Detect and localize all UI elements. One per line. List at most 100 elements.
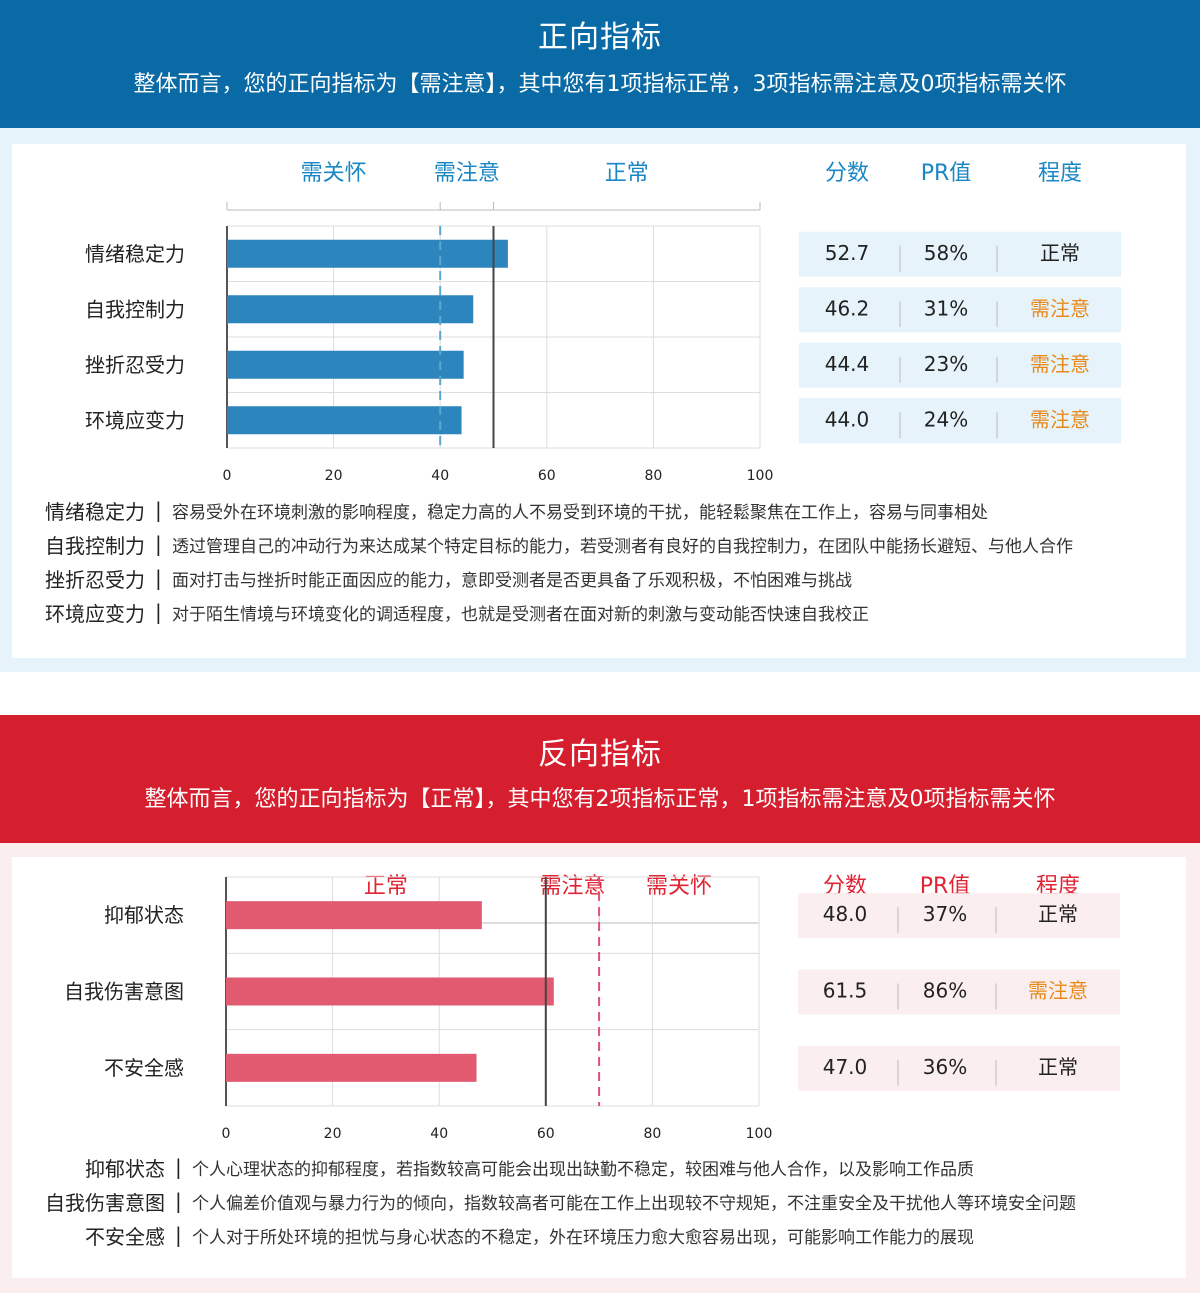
positive-pr-value: 58% bbox=[924, 241, 968, 265]
positive-score: 44.4 bbox=[825, 352, 870, 376]
positive-description-separator: | bbox=[155, 498, 162, 522]
negative-panel: 正常 需注意 需关怀 0 20 40 60 80 100 抑郁状态 自我伤害意图 不安全感 分数 PR值程… bbox=[12, 857, 1186, 1278]
negative-table-row bbox=[798, 969, 1120, 1015]
negative-category-label: 不安全感 bbox=[104, 1056, 184, 1080]
negative-tick-label: 40 bbox=[430, 1126, 448, 1142]
positive-description-name: 环境应变力 bbox=[45, 602, 145, 626]
positive-chart: 需关怀 需注意 正常0 20 40 60 80 100情绪稳定力自我控制力挫折忍受力环境应变力… bbox=[85, 161, 1121, 484]
positive-description-text: 容易受外在环境刺激的影响程度，稳定力高的人不易受到环境的干扰，能轻鬆聚焦在工作上… bbox=[172, 503, 988, 523]
positive-description-text: 对于陌生情境与环境变化的调适程度，也就是受测者在面对新的刺激与变动能否快速自我校… bbox=[172, 605, 869, 625]
positive-score: 46.2 bbox=[825, 296, 870, 320]
negative-description-text: 个人心理状态的抑郁程度，若指数较高可能会出现出缺勤不稳定，较困难与他人合作，以及… bbox=[192, 1160, 974, 1180]
negative-description-name: 不安全感 bbox=[85, 1225, 165, 1249]
negative-description-row: 不安全感 | 个人对于所处环境的担忧与身心状态的不稳定，外在环境压力愈大愈容易出现，… bbox=[12, 1221, 1186, 1251]
negative-table-row bbox=[798, 1045, 1120, 1091]
negative-score: 61.5 bbox=[823, 979, 868, 1003]
positive-pr-value: 23% bbox=[924, 352, 968, 376]
negative-bar bbox=[226, 977, 554, 1006]
positive-tick-label: 40 bbox=[431, 468, 449, 484]
negative-description-separator: | bbox=[175, 1189, 182, 1213]
positive-table-row bbox=[799, 231, 1121, 277]
negative-tick-label: 100 bbox=[746, 1126, 773, 1142]
negative-category-label: 自我伤害意图 bbox=[64, 980, 184, 1004]
positive-description-text: 透过管理自己的冲动行为来达成某个特定目标的能力，若受测者有良好的自我控制力，在团… bbox=[172, 537, 1073, 557]
positive-table-row bbox=[799, 342, 1121, 388]
positive-description-name: 自我控制力 bbox=[45, 534, 145, 558]
positive-table-row bbox=[799, 398, 1121, 444]
negative-level: 正常 bbox=[1038, 1055, 1078, 1079]
negative-header: 反向指标 整体而言，您的正向指标为【正常】，其中您有2项指标正常，1项指标需注意… bbox=[0, 715, 1200, 843]
negative-tick-label: 20 bbox=[324, 1126, 342, 1142]
positive-category-label: 环境应变力 bbox=[85, 408, 185, 432]
negative-pr-value: 37% bbox=[923, 902, 967, 926]
positive-level: 需注意 bbox=[1030, 407, 1090, 431]
positive-bar bbox=[227, 239, 508, 268]
positive-description-separator: | bbox=[155, 600, 162, 624]
positive-summary: 整体而言，您的正向指标为【需注意】，其中您有1项指标正常，3项指标需注意及0项指… bbox=[133, 72, 1067, 97]
negative-score: 48.0 bbox=[823, 902, 868, 926]
negative-level: 正常 bbox=[1038, 902, 1078, 926]
positive-description-row: 情绪稳定力 | 容易受外在环境刺激的影响程度，稳定力高的人不易受到环境的干扰，能轻鬆… bbox=[12, 496, 1186, 526]
negative-level: 需注意 bbox=[1028, 979, 1088, 1003]
negative-description-text: 个人偏差价值观与暴力行为的倾向，指数较高者可能在工作上出现较不守规矩，不注重安全… bbox=[192, 1194, 1076, 1214]
positive-zone-label: 正常 bbox=[605, 161, 649, 186]
positive-category-label: 挫折忍受力 bbox=[85, 353, 185, 377]
negative-zone-label: 需注意 bbox=[539, 874, 605, 899]
positive-category-label: 情绪稳定力 bbox=[85, 242, 185, 266]
positive-description-separator: | bbox=[155, 532, 162, 556]
positive-description-row: 自我控制力 | 透过管理自己的冲动行为来达成某个特定目标的能力，若受测者有良好的自我… bbox=[12, 530, 1186, 560]
positive-table-header: 程度 bbox=[1038, 161, 1082, 186]
negative-description-row: 自我伤害意图 | 个人偏差价值观与暴力行为的倾向，指数较高者可能在工作上出现较不守规… bbox=[12, 1187, 1186, 1217]
negative-chart: 正常 需注意 需关怀0 20 40 60 80 100抑郁状态自我伤害意图不安全感分数 PR值程… bbox=[64, 874, 1120, 1142]
negative-tick-label: 80 bbox=[643, 1126, 661, 1142]
positive-level: 正常 bbox=[1040, 241, 1080, 265]
positive-level: 需注意 bbox=[1030, 352, 1090, 376]
positive-description-separator: | bbox=[155, 566, 162, 590]
positive-pr-value: 24% bbox=[924, 407, 968, 431]
positive-section: 正向指标 整体而言，您的正向指标为【需注意】，其中您有1项指标正常，3项指标需注… bbox=[0, 0, 1200, 672]
positive-description-row: 挫折忍受力 | 面对打击与挫折时能正面因应的能力，意即受测者是否更具备了乐观积极，不… bbox=[12, 564, 1186, 594]
positive-tick-label: 0 bbox=[223, 468, 232, 484]
negative-description-row: 抑郁状态 | 个人心理状态的抑郁程度，若指数较高可能会出现出缺勤不稳定，较困难与他人… bbox=[12, 1153, 1186, 1183]
negative-bar bbox=[226, 901, 482, 930]
positive-zone-label: 需关怀 bbox=[301, 161, 367, 186]
negative-tick-label: 0 bbox=[222, 1126, 231, 1142]
positive-tick-label: 60 bbox=[538, 468, 556, 484]
positive-table-header: 分数 bbox=[825, 161, 869, 186]
positive-panel: 需关怀 需注意 正常 0 20 40 60 80 100 情绪稳定力 自我控制力 挫折忍受力 环境应变力… bbox=[12, 144, 1186, 658]
negative-description-name: 自我伤害意图 bbox=[45, 1191, 165, 1215]
positive-level: 需注意 bbox=[1030, 296, 1090, 320]
positive-bar bbox=[227, 295, 474, 324]
negative-description-separator: | bbox=[175, 1155, 182, 1179]
negative-description-name: 抑郁状态 bbox=[85, 1157, 165, 1181]
negative-category-label: 抑郁状态 bbox=[104, 903, 184, 927]
positive-bar bbox=[227, 350, 464, 379]
negative-description-text: 个人对于所处环境的担忧与身心状态的不稳定，外在环境压力愈大愈容易出现，可能影响工… bbox=[192, 1228, 974, 1248]
negative-tick-label: 60 bbox=[537, 1126, 555, 1142]
positive-description-text: 面对打击与挫折时能正面因应的能力，意即受测者是否更具备了乐观积极，不怕困难与挑战 bbox=[172, 571, 852, 591]
positive-header: 正向指标 整体而言，您的正向指标为【需注意】，其中您有1项指标正常，3项指标需注… bbox=[0, 0, 1200, 128]
positive-description-row: 环境应变力 | 对于陌生情境与环境变化的调适程度，也就是受测者在面对新的刺激与变动能… bbox=[12, 598, 1186, 628]
negative-table-row bbox=[798, 893, 1120, 939]
negative-summary: 整体而言，您的正向指标为【正常】，其中您有2项指标正常，1项指标需注意及0项指标… bbox=[144, 787, 1056, 812]
positive-tick-label: 100 bbox=[747, 468, 774, 484]
positive-score: 44.0 bbox=[825, 407, 870, 431]
negative-title: 反向指标 bbox=[538, 737, 662, 772]
negative-description-separator: | bbox=[175, 1223, 182, 1247]
positive-tick-label: 80 bbox=[644, 468, 662, 484]
negative-section: 反向指标 整体而言，您的正向指标为【正常】，其中您有2项指标正常，1项指标需注意… bbox=[0, 715, 1200, 1293]
positive-description-name: 挫折忍受力 bbox=[45, 568, 145, 592]
positive-title: 正向指标 bbox=[538, 20, 662, 55]
positive-category-label: 自我控制力 bbox=[85, 297, 185, 321]
positive-description-name: 情绪稳定力 bbox=[45, 500, 145, 524]
negative-zone-label: 正常 bbox=[364, 874, 408, 899]
positive-descriptions: 情绪稳定力 | 容易受外在环境刺激的影响程度，稳定力高的人不易受到环境的干扰，能轻鬆… bbox=[12, 496, 1186, 646]
positive-pr-value: 31% bbox=[924, 296, 968, 320]
positive-zone-label: 需注意 bbox=[434, 161, 500, 186]
positive-tick-label: 20 bbox=[325, 468, 343, 484]
negative-zone-label: 需关怀 bbox=[646, 874, 712, 899]
negative-descriptions: 抑郁状态 | 个人心理状态的抑郁程度，若指数较高可能会出现出缺勤不稳定，较困难与他人… bbox=[12, 1153, 1186, 1273]
positive-table-header: PR值 bbox=[921, 161, 972, 186]
negative-pr-value: 36% bbox=[923, 1055, 967, 1079]
positive-bar bbox=[227, 406, 462, 435]
